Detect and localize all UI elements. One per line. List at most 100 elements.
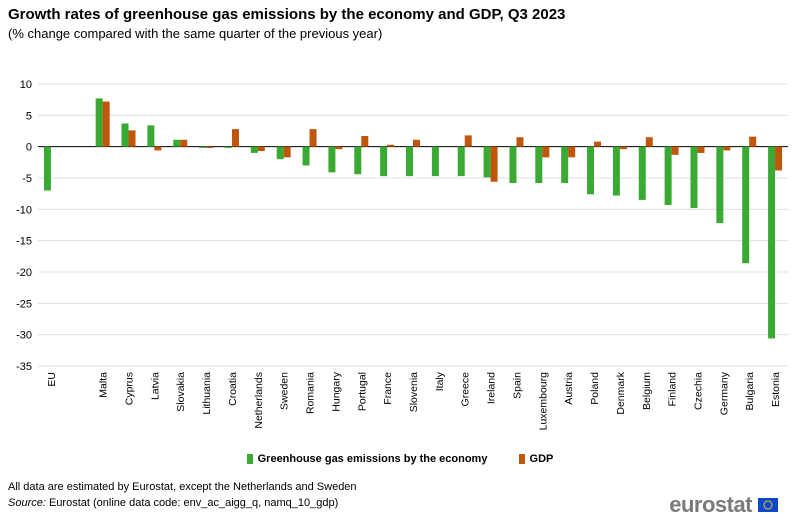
y-tick-label: -35 bbox=[16, 361, 32, 373]
bar-ghg bbox=[587, 146, 595, 195]
bar-ghg bbox=[742, 146, 750, 264]
bar-ghg bbox=[612, 146, 620, 196]
source-line: Source: Eurostat (online data code: env_… bbox=[8, 497, 338, 509]
source-label: Source: bbox=[8, 497, 46, 509]
bar-ghg bbox=[380, 146, 388, 177]
bar-ghg bbox=[354, 146, 362, 175]
x-tick-label: Latvia bbox=[149, 372, 161, 400]
bar-gdp bbox=[180, 139, 188, 147]
bar-ghg bbox=[716, 146, 724, 224]
x-tick-label: Slovakia bbox=[175, 372, 187, 412]
bar-ghg bbox=[535, 146, 543, 184]
bar-gdp bbox=[102, 101, 110, 147]
bar-ghg bbox=[199, 146, 207, 148]
source-text: Eurostat (online data code: env_ac_aigg_… bbox=[45, 497, 339, 509]
x-tick-label: Italy bbox=[434, 371, 446, 391]
x-tick-label: Sweden bbox=[279, 372, 291, 410]
bar-gdp bbox=[206, 146, 214, 148]
chart-legend: Greenhouse gas emissions by the economy … bbox=[0, 453, 800, 467]
bar-gdp bbox=[257, 146, 265, 152]
legend-label-ghg: Greenhouse gas emissions by the economy bbox=[257, 453, 488, 465]
y-tick-label: -5 bbox=[22, 173, 32, 185]
bar-ghg bbox=[250, 146, 258, 153]
bar-gdp bbox=[490, 146, 498, 182]
bar-gdp bbox=[309, 129, 317, 147]
bar-ghg bbox=[483, 146, 491, 178]
x-tick-label: Romania bbox=[305, 372, 317, 414]
x-tick-label: Croatia bbox=[227, 372, 239, 406]
legend-label-gdp: GDP bbox=[529, 453, 554, 465]
x-tick-label: Cyprus bbox=[124, 372, 136, 405]
bar-ghg bbox=[43, 146, 51, 191]
bar-gdp bbox=[231, 129, 239, 147]
bar-ghg bbox=[638, 146, 646, 200]
bar-gdp bbox=[697, 146, 705, 153]
bar-gdp bbox=[154, 146, 162, 151]
bar-gdp bbox=[645, 137, 653, 147]
bar-gdp bbox=[671, 146, 679, 155]
x-tick-label: Czechia bbox=[692, 372, 704, 410]
bar-gdp bbox=[361, 136, 369, 147]
bar-gdp bbox=[283, 146, 291, 158]
bar-ghg bbox=[431, 146, 439, 177]
bar-gdp bbox=[335, 146, 343, 150]
eurostat-logo: eurostat bbox=[669, 492, 778, 518]
x-tick-label: Portugal bbox=[356, 372, 368, 411]
legend-item-ghg: Greenhouse gas emissions by the economy bbox=[246, 453, 488, 465]
bar-ghg bbox=[276, 146, 284, 160]
x-tick-label: Finland bbox=[667, 372, 679, 407]
x-tick-label: Lithuania bbox=[201, 372, 213, 415]
x-tick-label: Germany bbox=[718, 371, 730, 415]
bar-gdp bbox=[387, 144, 395, 147]
bar-chart: 10 5 0 -5 -10 -15 -20 -25 -30 -35 EU Malta Cyprus Lat… bbox=[16, 79, 788, 431]
footnote: All data are estimated by Eurostat, exce… bbox=[8, 481, 357, 493]
bar-gdp bbox=[775, 146, 783, 171]
chart-subtitle: (% change compared with the same quarter… bbox=[8, 26, 383, 41]
logo-text: eurostat bbox=[669, 492, 752, 517]
bar-gdp bbox=[128, 130, 136, 147]
y-tick-label: 10 bbox=[20, 79, 32, 91]
bar-gdp bbox=[464, 135, 472, 147]
x-tick-label: Slovenia bbox=[408, 372, 420, 412]
bar-ghg bbox=[561, 146, 569, 184]
y-tick-label: 0 bbox=[26, 142, 32, 154]
y-tick-label: 5 bbox=[26, 110, 32, 122]
bar-ghg bbox=[509, 146, 517, 184]
bar-ghg bbox=[406, 146, 413, 177]
x-tick-label: Poland bbox=[589, 372, 601, 405]
x-tick-label: Spain bbox=[511, 372, 523, 399]
x-tick-label: Netherlands bbox=[253, 372, 265, 429]
bar-gdp bbox=[542, 146, 550, 158]
bar-ghg bbox=[457, 146, 465, 177]
x-tick-label: Ireland bbox=[486, 372, 498, 404]
bar-gdp bbox=[749, 136, 757, 147]
legend-item-gdp: GDP bbox=[518, 453, 554, 465]
y-tick-label: -10 bbox=[16, 204, 32, 216]
bar-ghg bbox=[302, 146, 310, 166]
bar-ghg bbox=[328, 146, 336, 173]
x-tick-label: France bbox=[382, 372, 394, 405]
bar-gdp bbox=[594, 141, 602, 147]
x-tick-label: Estonia bbox=[770, 372, 782, 407]
eu-flag-icon bbox=[758, 498, 778, 512]
x-tick-label: Luxembourg bbox=[537, 372, 549, 431]
x-tick-label: Belgium bbox=[641, 372, 653, 410]
bar-gdp bbox=[568, 146, 576, 158]
legend-swatch-gdp bbox=[518, 454, 525, 464]
bar-ghg bbox=[95, 98, 103, 147]
x-tick-label: Malta bbox=[98, 372, 110, 398]
bar-gdp bbox=[413, 139, 420, 147]
x-tick-label: Bulgaria bbox=[744, 372, 756, 411]
bar-ghg bbox=[664, 146, 672, 205]
bar-gdp bbox=[516, 137, 524, 147]
bar-ghg bbox=[224, 146, 232, 148]
y-tick-label: -25 bbox=[16, 298, 32, 310]
x-tick-label: Austria bbox=[563, 372, 575, 405]
x-tick-label: Denmark bbox=[615, 371, 627, 414]
y-tick-label: -15 bbox=[16, 236, 32, 248]
chart-title: Growth rates of greenhouse gas emissions… bbox=[8, 6, 566, 23]
bar-ghg bbox=[173, 139, 181, 147]
y-tick-label: -20 bbox=[16, 267, 32, 279]
x-tick-label: Greece bbox=[460, 372, 472, 407]
y-tick-label: -30 bbox=[16, 330, 32, 342]
